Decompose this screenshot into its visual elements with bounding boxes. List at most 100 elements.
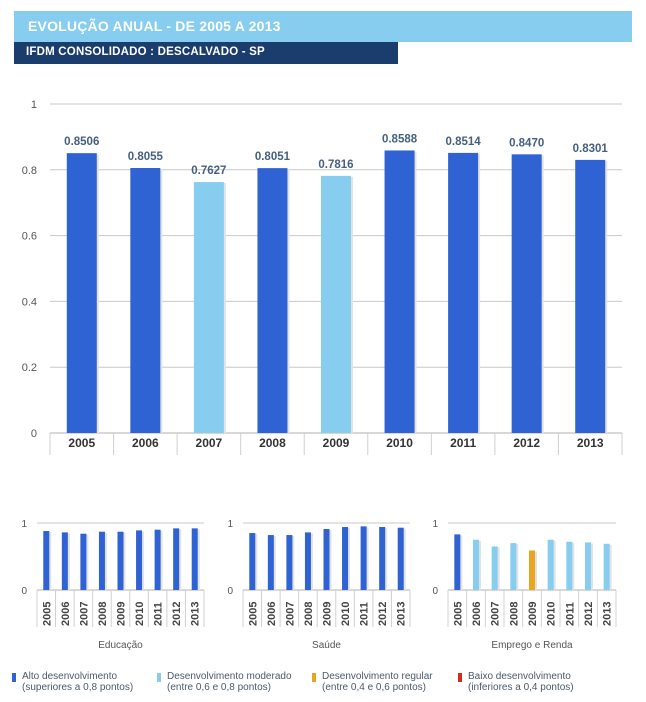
saude-xtick-label-2008: 2008	[303, 602, 315, 626]
main-xtick-label-2013: 2013	[577, 436, 604, 450]
main-ytick-label: 1	[31, 99, 37, 111]
legend-range-baixo: (inferiores a 0,4 pontos)	[468, 682, 574, 693]
main-bar-2011	[448, 152, 479, 433]
educacao-bar-2008	[98, 531, 105, 590]
emprego-xtick-label-2010: 2010	[546, 602, 558, 626]
emprego-xtick-label-2011: 2011	[564, 602, 576, 626]
saude-bar-2010	[342, 527, 349, 590]
main-ytick-label: 0.2	[22, 362, 37, 374]
educacao-bar-2006	[61, 532, 68, 590]
main-bar-2010	[384, 150, 415, 433]
saude-xlabel: Saúde	[312, 640, 341, 651]
saude-xtick-label-2009: 2009	[322, 602, 334, 626]
saude-xtick-label-2010: 2010	[340, 602, 352, 626]
educacao-bar-2007	[80, 533, 87, 590]
main-data-label-2012: 0.8470	[509, 137, 544, 149]
saude-bar-2005	[249, 533, 256, 590]
educacao-xtick-label-2005: 2005	[41, 602, 53, 626]
educacao-bar-2005	[43, 531, 50, 590]
legend-swatch-alto	[12, 673, 16, 682]
saude-bar-2011	[360, 526, 367, 590]
saude-bar-2009	[323, 529, 330, 590]
emprego-xtick-label-2007: 2007	[490, 602, 502, 626]
main-data-label-2009: 0.7816	[318, 159, 353, 171]
educacao-xtick-label-2012: 2012	[171, 602, 183, 626]
emprego-bar-2005	[454, 534, 461, 590]
emprego-bar-2007	[491, 546, 498, 590]
legend-range-alto: (superiores a 0,8 pontos)	[22, 682, 134, 693]
saude-bar-2008	[304, 532, 311, 590]
main-bar-2013	[575, 159, 606, 433]
main-bar-2009	[321, 175, 351, 433]
educacao-bar-2010	[136, 530, 143, 590]
emprego-bar-2009	[529, 550, 535, 590]
saude-xtick-label-2007: 2007	[284, 602, 296, 626]
emprego-ytick-label: 1	[432, 519, 438, 530]
saude-xtick-label-2012: 2012	[377, 602, 389, 626]
legend-range-regular: (entre 0,4 e 0,6 pontos)	[322, 682, 426, 693]
main-data-label-2011: 0.8514	[446, 136, 482, 148]
main-bar-2005	[66, 153, 97, 434]
main-xtick-label-2011: 2011	[450, 436, 476, 450]
main-data-label-2007: 0.7627	[191, 165, 226, 177]
main-xtick-label-2009: 2009	[323, 436, 350, 450]
emprego-xtick-label-2012: 2012	[583, 602, 595, 626]
educacao-ytick-label: 1	[21, 519, 27, 530]
emprego-bar-2006	[473, 539, 479, 590]
saude-ytick-label: 0	[227, 586, 233, 597]
educacao-xtick-label-2008: 2008	[97, 602, 109, 626]
educacao-xtick-label-2010: 2010	[134, 602, 146, 626]
educacao-bar-2009	[117, 531, 124, 590]
emprego-xtick-label-2005: 2005	[452, 602, 464, 626]
emprego-xtick-label-2008: 2008	[508, 602, 520, 626]
main-bar-2007	[193, 182, 224, 433]
saude-xtick-label-2006: 2006	[266, 602, 278, 626]
emprego-ytick-label: 0	[432, 586, 438, 597]
legend-label-alto: Alto desenvolvimento	[22, 671, 118, 682]
main-ytick-label: 0.8	[22, 165, 37, 177]
subtitle-bar: IFDM CONSOLIDADO : DESCALVADO - SP	[14, 42, 398, 64]
saude-xtick-label-2011: 2011	[359, 602, 371, 626]
emprego-xtick-label-2009: 2009	[527, 602, 539, 626]
saude-bar-2007	[286, 535, 293, 590]
main-data-label-2005: 0.8506	[64, 136, 99, 148]
emprego-xtick-label-2013: 2013	[602, 602, 614, 626]
emprego-xtick-label-2006: 2006	[471, 602, 483, 626]
emprego-bar-2012	[585, 542, 591, 590]
main-ytick-label: 0.6	[22, 231, 37, 243]
main-xtick-label-2006: 2006	[132, 436, 159, 450]
saude-ytick-label: 1	[227, 519, 233, 530]
main-xtick-label-2008: 2008	[259, 436, 286, 450]
main-bar-2006	[130, 167, 161, 434]
educacao-xtick-label-2011: 2011	[153, 602, 165, 626]
saude-xtick-label-2005: 2005	[247, 602, 259, 626]
main-data-label-2010: 0.8588	[382, 133, 418, 145]
educacao-bar-2012	[173, 528, 180, 590]
main-ytick-label: 0	[31, 428, 37, 440]
legend-swatch-moderado	[157, 673, 161, 682]
main-ytick-label: 0.4	[22, 296, 37, 308]
legend-swatch-baixo	[458, 673, 462, 682]
legend-swatch-regular	[312, 673, 316, 682]
main-xtick-label-2012: 2012	[513, 436, 540, 450]
emprego-bar-2013	[603, 543, 610, 590]
main-bar-2012	[511, 154, 542, 433]
emprego-bar-2011	[566, 541, 573, 590]
main-xtick-label-2005: 2005	[68, 436, 95, 450]
main-data-label-2013: 0.8301	[573, 143, 609, 155]
main-data-label-2006: 0.8055	[128, 151, 164, 163]
main-bar-2008	[257, 168, 288, 433]
educacao-xtick-label-2007: 2007	[78, 602, 90, 626]
main-xtick-label-2007: 2007	[196, 436, 223, 450]
page-title: EVOLUÇÃO ANUAL - DE 2005 A 2013	[28, 18, 281, 34]
main-xtick-label-2010: 2010	[386, 436, 413, 450]
saude-bar-2013	[397, 527, 404, 590]
educacao-xtick-label-2009: 2009	[116, 602, 128, 626]
legend-label-moderado: Desenvolvimento moderado	[167, 671, 292, 682]
emprego-bar-2010	[547, 539, 554, 590]
educacao-xlabel: Educação	[98, 640, 143, 651]
saude-bar-2006	[267, 535, 274, 590]
title-bar: EVOLUÇÃO ANUAL - DE 2005 A 2013	[14, 11, 632, 42]
page-subtitle: IFDM CONSOLIDADO : DESCALVADO - SP	[26, 46, 265, 58]
